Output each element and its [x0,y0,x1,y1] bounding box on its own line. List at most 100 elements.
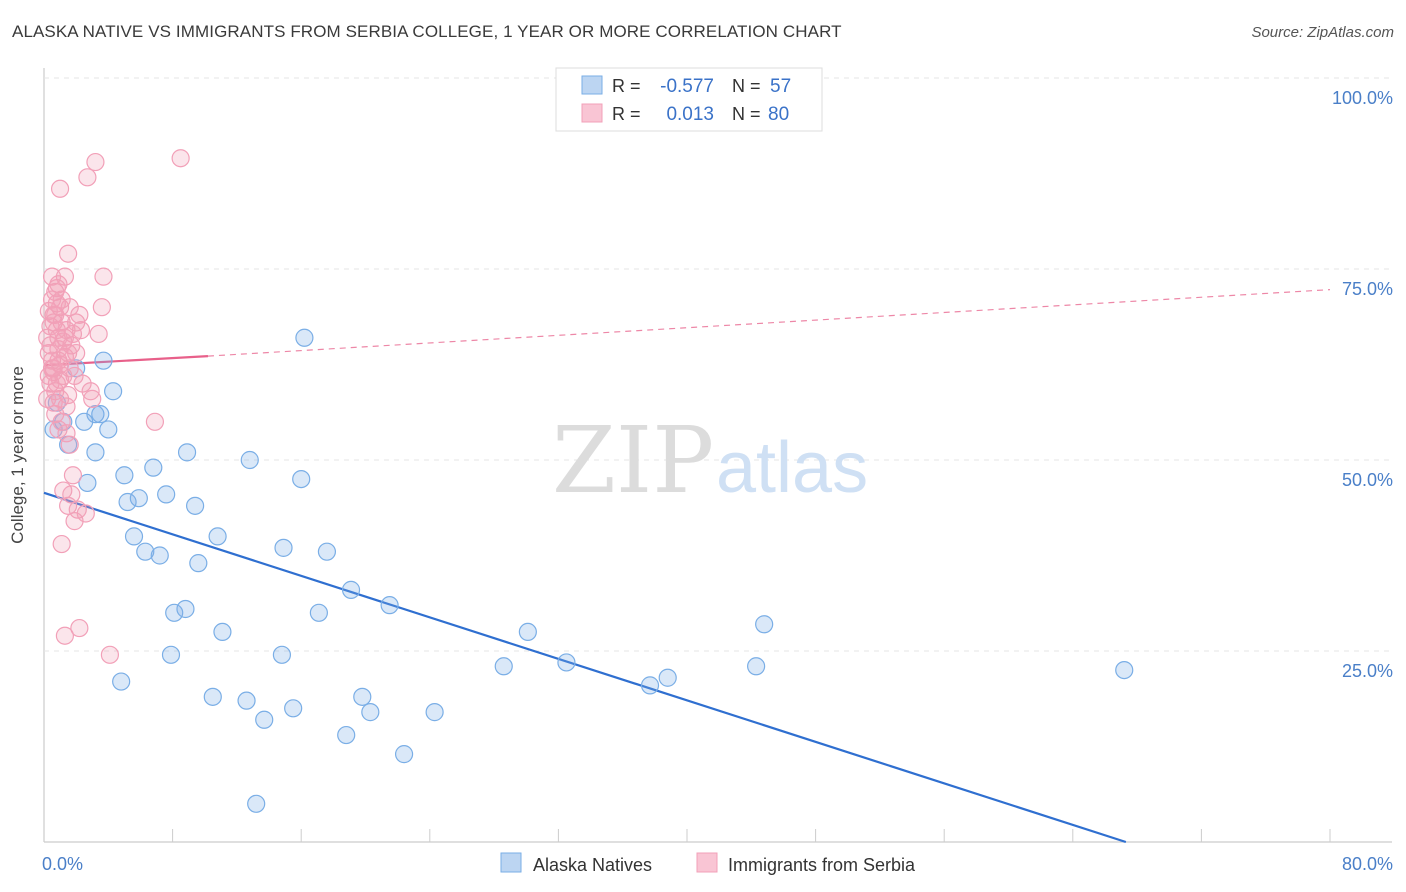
point-immigrants-from-serbia [62,485,81,504]
point-immigrants-from-serbia [59,496,78,515]
stats-n-label-blue: N = [732,76,761,96]
point-alaska-natives [658,668,677,687]
point-alaska-natives [317,542,337,561]
point-alaska-natives [203,687,222,706]
point-alaska-natives [118,492,137,512]
legend-swatch-alaska-natives [500,852,522,873]
point-alaska-natives [292,470,311,489]
point-immigrants-from-serbia [70,305,89,324]
point-alaska-natives [518,622,537,642]
point-immigrants-from-serbia [55,347,74,366]
point-immigrants-from-serbia [55,267,74,286]
y-tick-label-50: 50.0% [1342,470,1393,490]
gridlines [44,77,1392,652]
point-immigrants-from-serbia [59,385,78,405]
point-immigrants-from-serbia [60,298,79,317]
point-alaska-natives [186,496,205,515]
stats-legend-swatch-pink [581,103,603,123]
point-alaska-natives [284,699,303,718]
point-alaska-natives [176,599,195,619]
point-alaska-natives [104,382,123,401]
point-alaska-natives [112,672,131,691]
point-alaska-natives [237,691,256,710]
series-legend: Alaska Natives Immigrants from Serbia [500,852,916,875]
point-immigrants-from-serbia [145,412,165,431]
point-immigrants-from-serbia [39,301,58,321]
point-alaska-natives [150,546,169,565]
point-alaska-natives [208,527,227,546]
legend-label-alaska-natives: Alaska Natives [533,855,652,875]
point-immigrants-from-serbia [81,382,100,401]
point-alaska-natives [165,603,184,622]
point-immigrants-from-serbia [71,321,91,340]
point-alaska-natives [361,703,380,722]
point-alaska-natives [86,443,105,462]
point-alaska-natives [177,443,197,462]
point-immigrants-from-serbia [54,332,73,351]
watermark-zip: ZIP [552,407,714,514]
point-immigrants-from-serbia [57,424,76,443]
stats-r-label-blue: R = [612,76,641,96]
trend-lines [43,289,1331,844]
point-alaska-natives [94,351,113,370]
point-immigrants-from-serbia [100,645,120,664]
y-tick-label-100: 100.0% [1332,88,1393,108]
point-alaska-natives [255,710,274,729]
legend-label-immigrants-from-serbia: Immigrants from Serbia [728,855,916,875]
point-alaska-natives [157,485,176,504]
point-immigrants-from-serbia [94,267,113,286]
point-alaska-natives [91,405,110,424]
point-alaska-natives [295,328,314,347]
point-alaska-natives [99,420,118,439]
point-alaska-natives [272,645,292,664]
point-alaska-natives [189,554,208,573]
point-alaska-natives [309,603,328,622]
stats-n-value-pink: 80 [768,104,789,125]
stats-r-value-pink: 0.013 [666,104,714,125]
point-alaska-natives [240,450,259,470]
point-alaska-natives [755,615,774,634]
stats-legend: R = -0.577 N = 57 R = 0.013 N = 80 [555,67,823,132]
point-alaska-natives [161,645,181,664]
chart-title: ALASKA NATIVE VS IMMIGRANTS FROM SERBIA … [12,22,842,41]
point-immigrants-from-serbia [50,370,70,389]
point-alaska-natives [494,657,513,676]
point-alaska-natives [124,527,144,546]
point-alaska-natives [394,745,414,764]
point-alaska-natives [747,657,766,676]
point-immigrants-from-serbia [78,168,97,187]
point-immigrants-from-serbia [41,317,60,336]
points-layer [38,149,1134,813]
trend-line-0 [43,491,1127,844]
point-immigrants-from-serbia [60,435,79,454]
point-immigrants-from-serbia [171,149,190,168]
point-alaska-natives [353,687,372,706]
chart-source: Source: ZipAtlas.com [1251,24,1394,41]
point-immigrants-from-serbia [63,466,83,485]
point-immigrants-from-serbia [55,626,74,645]
y-tick-label-75: 75.0% [1342,279,1393,299]
point-immigrants-from-serbia [67,343,86,363]
point-alaska-natives [640,676,660,695]
point-immigrants-from-serbia [46,405,65,424]
point-alaska-natives [129,489,148,508]
point-immigrants-from-serbia [38,389,57,408]
point-immigrants-from-serbia [59,244,78,263]
trend-line-1 [43,354,209,367]
point-alaska-natives [115,466,134,485]
point-immigrants-from-serbia [42,267,62,286]
point-alaska-natives [557,653,576,672]
point-immigrants-from-serbia [44,363,63,382]
trend-line-extension-1 [207,289,1331,357]
point-alaska-natives [247,794,266,813]
point-immigrants-from-serbia [83,389,102,408]
point-alaska-natives [1115,660,1134,680]
point-alaska-natives [380,596,399,615]
point-alaska-natives [144,458,163,477]
legend-swatch-immigrants-from-serbia [696,852,718,873]
stats-n-value-blue: 57 [770,76,791,97]
point-alaska-natives [213,622,232,642]
point-alaska-natives [136,542,155,561]
point-immigrants-from-serbia [76,504,95,523]
